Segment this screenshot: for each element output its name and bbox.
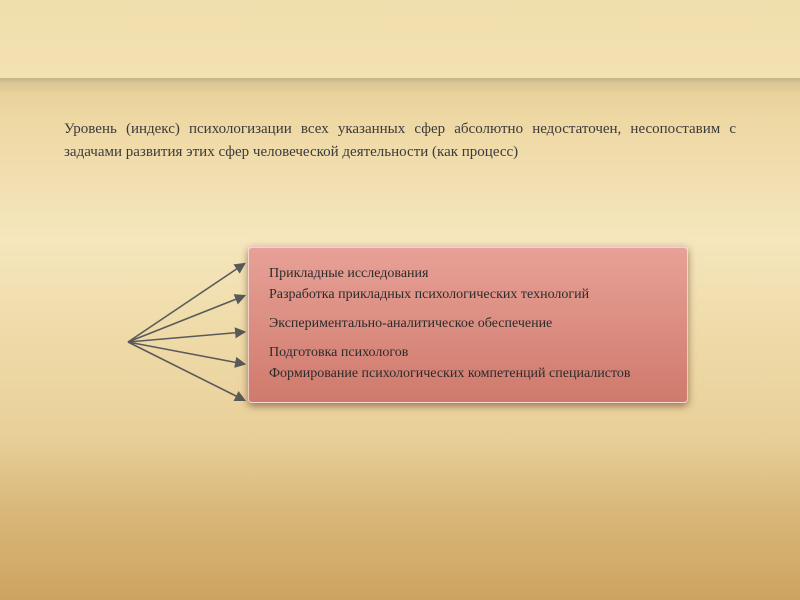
list-group: Экспериментально-аналитическое обеспечен…	[269, 313, 667, 334]
list-item: Прикладные исследования	[269, 263, 667, 284]
arrow-line	[128, 332, 244, 342]
content-box: Прикладные исследования Разработка прикл…	[248, 246, 688, 403]
list-item: Разработка прикладных психологических те…	[269, 284, 667, 305]
content-area: Уровень (индекс) психологизации всех ука…	[0, 0, 800, 600]
arrow-line	[128, 342, 244, 400]
list-item: Подготовка психологов	[269, 342, 667, 363]
arrow-fan	[120, 250, 260, 440]
list-item: Экспериментально-аналитическое обеспечен…	[269, 313, 667, 334]
list-group: Прикладные исследования Разработка прикл…	[269, 263, 667, 305]
arrow-line	[128, 342, 244, 364]
list-item: Формирование психологических компетенций…	[269, 363, 667, 384]
intro-paragraph: Уровень (индекс) психологизации всех ука…	[64, 118, 736, 165]
list-group: Подготовка психологов Формирование психо…	[269, 342, 667, 384]
